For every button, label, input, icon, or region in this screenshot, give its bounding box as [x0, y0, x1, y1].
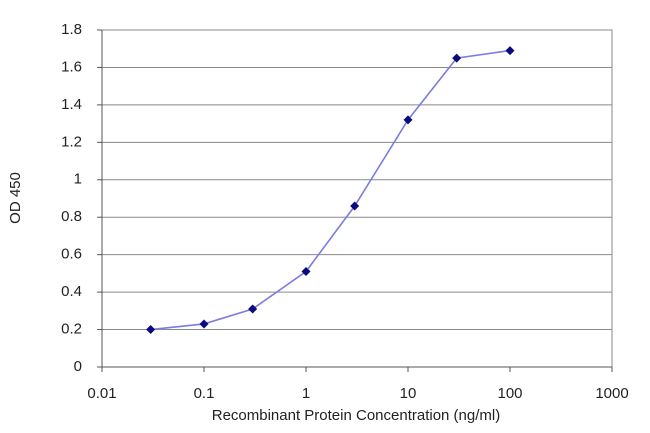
x-tick-label: 0.1	[194, 385, 215, 402]
x-tick-label: 1000	[595, 385, 628, 402]
data-point	[301, 267, 311, 277]
y-tick-label: 1.4	[61, 96, 82, 113]
data-point	[505, 46, 515, 56]
data-line	[150, 49, 511, 331]
data-point	[403, 115, 413, 125]
x-tick-label: 0.01	[87, 385, 116, 402]
y-tick-label: 1.6	[61, 58, 82, 75]
x-axis-label: Recombinant Protein Concentration (ng/ml…	[212, 407, 500, 424]
data-point	[452, 53, 462, 63]
data-point	[146, 325, 156, 335]
y-tick-label: 1.2	[61, 133, 82, 150]
y-tick-label: 0.8	[61, 208, 82, 225]
x-tick-label: 1	[302, 385, 310, 402]
data-point	[350, 201, 360, 211]
y-tick-label: 0	[74, 358, 82, 375]
plot-area	[101, 29, 613, 368]
data-point	[199, 319, 209, 329]
y-tick-label: 0.6	[61, 246, 82, 263]
y-tick-label: 1	[74, 171, 82, 188]
data-point	[248, 304, 258, 314]
x-tick-label: 100	[497, 385, 522, 402]
y-axis-label: OD 450	[7, 172, 24, 224]
y-tick-label: 1.8	[61, 21, 82, 38]
y-tick-label: 0.4	[61, 283, 82, 300]
x-tick-label: 10	[400, 385, 417, 402]
y-tick-label: 0.2	[61, 321, 82, 338]
